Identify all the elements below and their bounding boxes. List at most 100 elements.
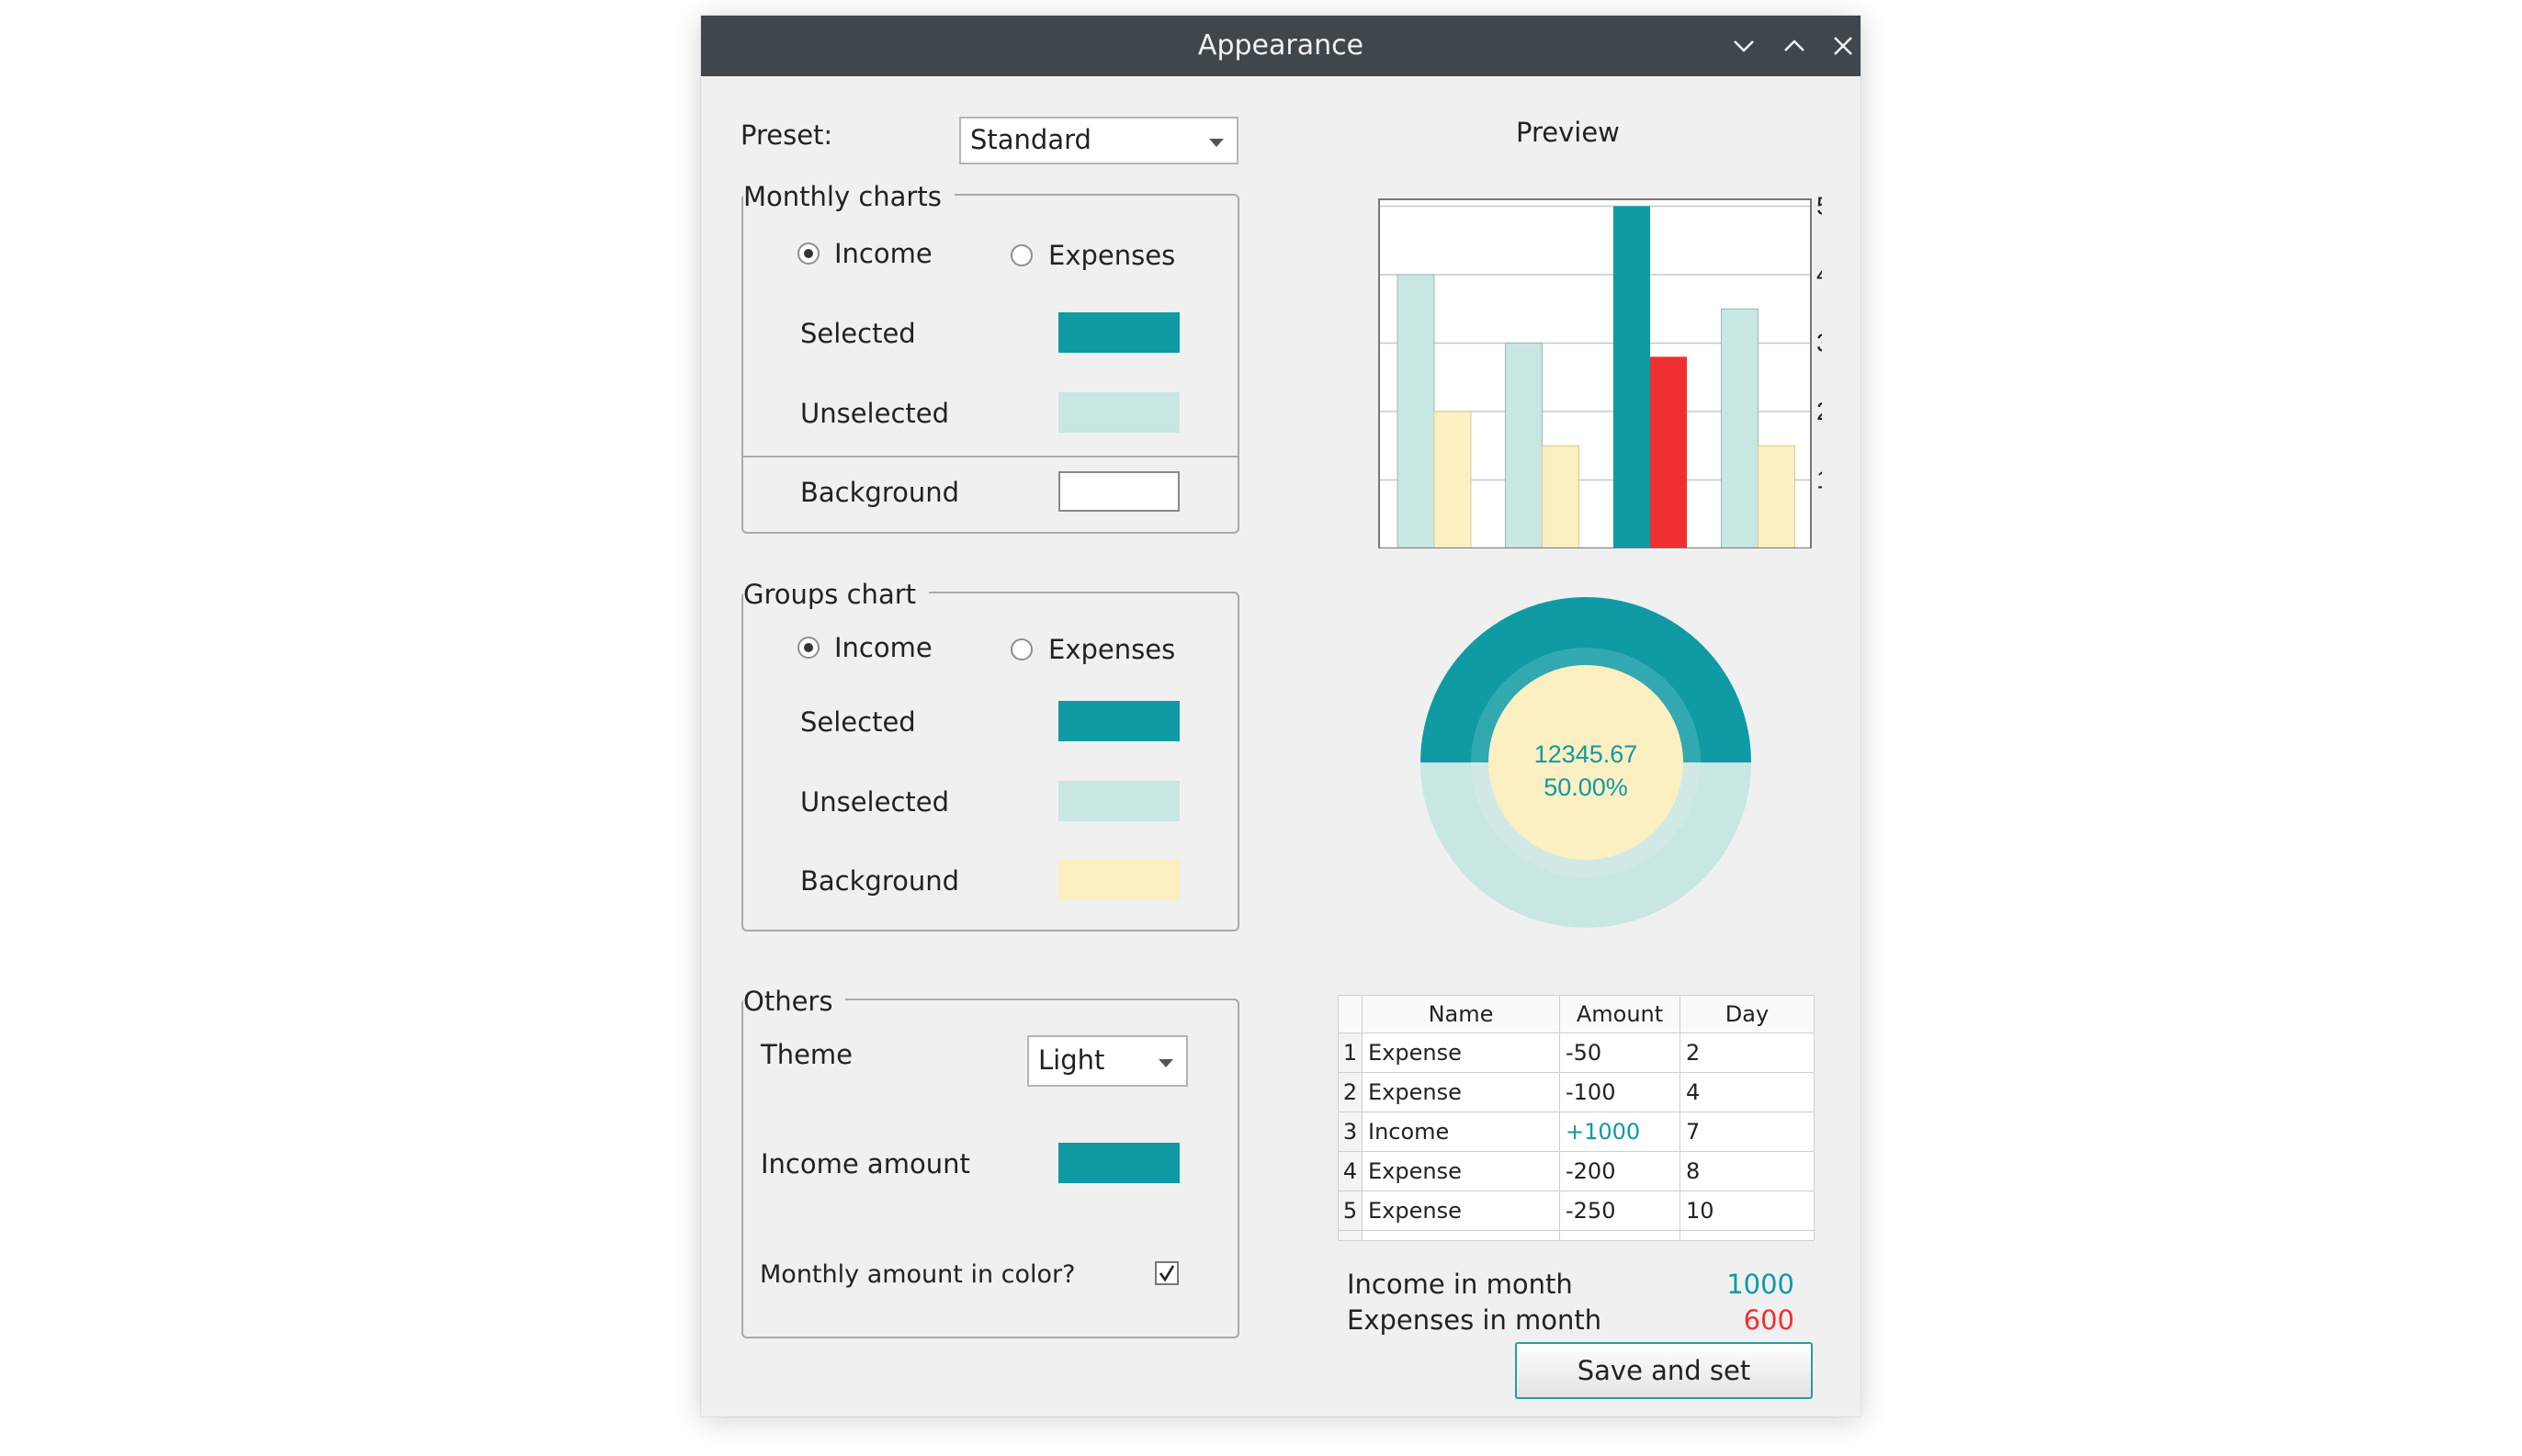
cell-name: Expense — [1362, 1072, 1560, 1112]
others-title: Others — [743, 986, 846, 1017]
groups-expenses-radio[interactable] — [1011, 638, 1033, 660]
monthly-selected-color-swatch[interactable] — [1058, 312, 1180, 353]
theme-dropdown[interactable]: Light — [1027, 1035, 1188, 1087]
chart-bar — [1542, 445, 1579, 548]
chart-bar — [1505, 342, 1543, 548]
monthly-income-label: Income — [834, 238, 933, 269]
monthly-income-radio[interactable] — [797, 243, 820, 265]
y-tick-label: 100 — [1816, 465, 1822, 493]
y-tick-label: 400 — [1816, 260, 1822, 288]
donut-value-text: 12345.67 — [1534, 740, 1638, 768]
preview-title: Preview — [1516, 117, 1620, 148]
cell-day: 10 — [1679, 1191, 1815, 1231]
row-number: 4 — [1338, 1151, 1363, 1191]
cell-amount: +1000 — [1559, 1112, 1680, 1152]
groups-chart-group — [741, 592, 1239, 931]
y-tick-label: 200 — [1816, 397, 1822, 425]
monthly-unselected-color-swatch[interactable] — [1058, 392, 1180, 433]
table-row[interactable]: 4 Expense -200 8 — [1338, 1151, 1815, 1191]
table-header-row: Name Amount Day — [1338, 995, 1815, 1033]
cell-amount: -100 — [1559, 1072, 1680, 1112]
groups-chart-title: Groups chart — [743, 579, 930, 610]
groups-unselected-color-swatch[interactable] — [1058, 781, 1180, 821]
checkmark-icon — [1159, 1265, 1175, 1282]
cell-name: Expense — [1362, 1151, 1560, 1191]
preset-value: Standard — [970, 124, 1091, 155]
column-header-amount[interactable]: Amount — [1559, 995, 1680, 1033]
monthly-amount-in-color-label: Monthly amount in color? — [760, 1260, 1076, 1289]
chart-plot-border — [1378, 198, 1812, 548]
table-row[interactable]: 2 Expense -100 4 — [1338, 1072, 1815, 1112]
monthly-charts-divider — [743, 456, 1238, 457]
table-corner-header — [1338, 995, 1363, 1033]
cell-name: Expense — [1362, 1033, 1560, 1073]
income-in-month-label: Income in month — [1347, 1269, 1573, 1300]
y-tick-label: 300 — [1816, 328, 1822, 356]
column-header-day[interactable]: Day — [1679, 995, 1815, 1033]
chart-bar — [1650, 356, 1687, 548]
groups-background-label: Background — [800, 865, 960, 897]
theme-label: Theme — [761, 1039, 854, 1070]
preset-label: Preset: — [741, 119, 833, 151]
income-in-month-value: 1000 — [1726, 1269, 1794, 1300]
table-row[interactable]: 3 Income +1000 7 — [1338, 1112, 1815, 1152]
groups-income-label: Income — [834, 632, 933, 663]
chevron-down-icon — [1209, 139, 1224, 147]
close-icon[interactable] — [1829, 32, 1857, 60]
row-number: 3 — [1338, 1112, 1363, 1152]
monthly-amount-in-color-checkbox[interactable] — [1155, 1261, 1179, 1285]
transactions-table: Name Amount Day 1 Expense -50 2 2 Expens… — [1338, 995, 1815, 1241]
others-group — [741, 999, 1239, 1338]
table-row[interactable]: 1 Expense -50 2 — [1338, 1033, 1815, 1073]
save-and-set-button[interactable]: Save and set — [1515, 1342, 1813, 1399]
monthly-background-color-swatch[interactable] — [1058, 471, 1180, 512]
monthly-charts-group — [741, 194, 1239, 534]
chart-bar — [1613, 206, 1650, 548]
monthly-charts-title: Monthly charts — [743, 181, 955, 212]
window-title: Appearance — [1197, 29, 1364, 62]
cell-name: Expense — [1362, 1191, 1560, 1231]
cell-day: 2 — [1679, 1033, 1815, 1073]
table-empty-row — [1338, 1230, 1815, 1241]
table-row[interactable]: 5 Expense -250 10 — [1338, 1191, 1815, 1231]
income-amount-label: Income amount — [761, 1148, 970, 1179]
expenses-in-month-value: 600 — [1743, 1304, 1794, 1336]
preset-dropdown[interactable]: Standard — [959, 117, 1238, 164]
monthly-expenses-radio[interactable] — [1011, 244, 1033, 266]
income-amount-color-swatch[interactable] — [1058, 1143, 1180, 1183]
chart-bar — [1397, 274, 1435, 548]
groups-unselected-label: Unselected — [800, 786, 950, 818]
groups-expenses-label: Expenses — [1048, 634, 1176, 665]
cell-day: 7 — [1679, 1112, 1815, 1152]
groups-selected-color-swatch[interactable] — [1058, 701, 1180, 741]
chevron-down-icon — [1159, 1059, 1173, 1067]
donut-center — [1488, 665, 1683, 860]
cell-day: 8 — [1679, 1151, 1815, 1191]
appearance-window: Appearance Preset: Standard Monthly char… — [701, 16, 1860, 1416]
row-number: 1 — [1338, 1033, 1363, 1073]
monthly-bar-chart: 100 200 300 400 500 — [1378, 191, 1822, 548]
row-number: 5 — [1338, 1191, 1363, 1231]
monthly-background-label: Background — [800, 477, 960, 508]
donut-percent-text: 50.00% — [1544, 773, 1628, 801]
groups-background-color-swatch[interactable] — [1058, 860, 1180, 900]
groups-income-radio[interactable] — [797, 637, 820, 659]
cell-amount: -250 — [1559, 1191, 1680, 1231]
groups-donut-chart: 12345.67 50.00% — [1420, 597, 1751, 928]
row-number: 2 — [1338, 1072, 1363, 1112]
title-bar: Appearance — [701, 16, 1860, 76]
cell-amount: -50 — [1559, 1033, 1680, 1073]
monthly-selected-label: Selected — [800, 318, 916, 349]
cell-day: 4 — [1679, 1072, 1815, 1112]
minimize-icon[interactable] — [1730, 32, 1758, 60]
y-tick-label: 500 — [1816, 191, 1822, 220]
cell-name: Income — [1362, 1112, 1560, 1152]
monthly-unselected-label: Unselected — [800, 398, 950, 429]
theme-value: Light — [1038, 1044, 1105, 1076]
groups-selected-label: Selected — [800, 706, 916, 738]
cell-amount: -200 — [1559, 1151, 1680, 1191]
maximize-icon[interactable] — [1781, 32, 1808, 60]
column-header-name[interactable]: Name — [1362, 995, 1560, 1033]
chart-bar — [1758, 445, 1795, 548]
expenses-in-month-label: Expenses in month — [1347, 1304, 1602, 1336]
